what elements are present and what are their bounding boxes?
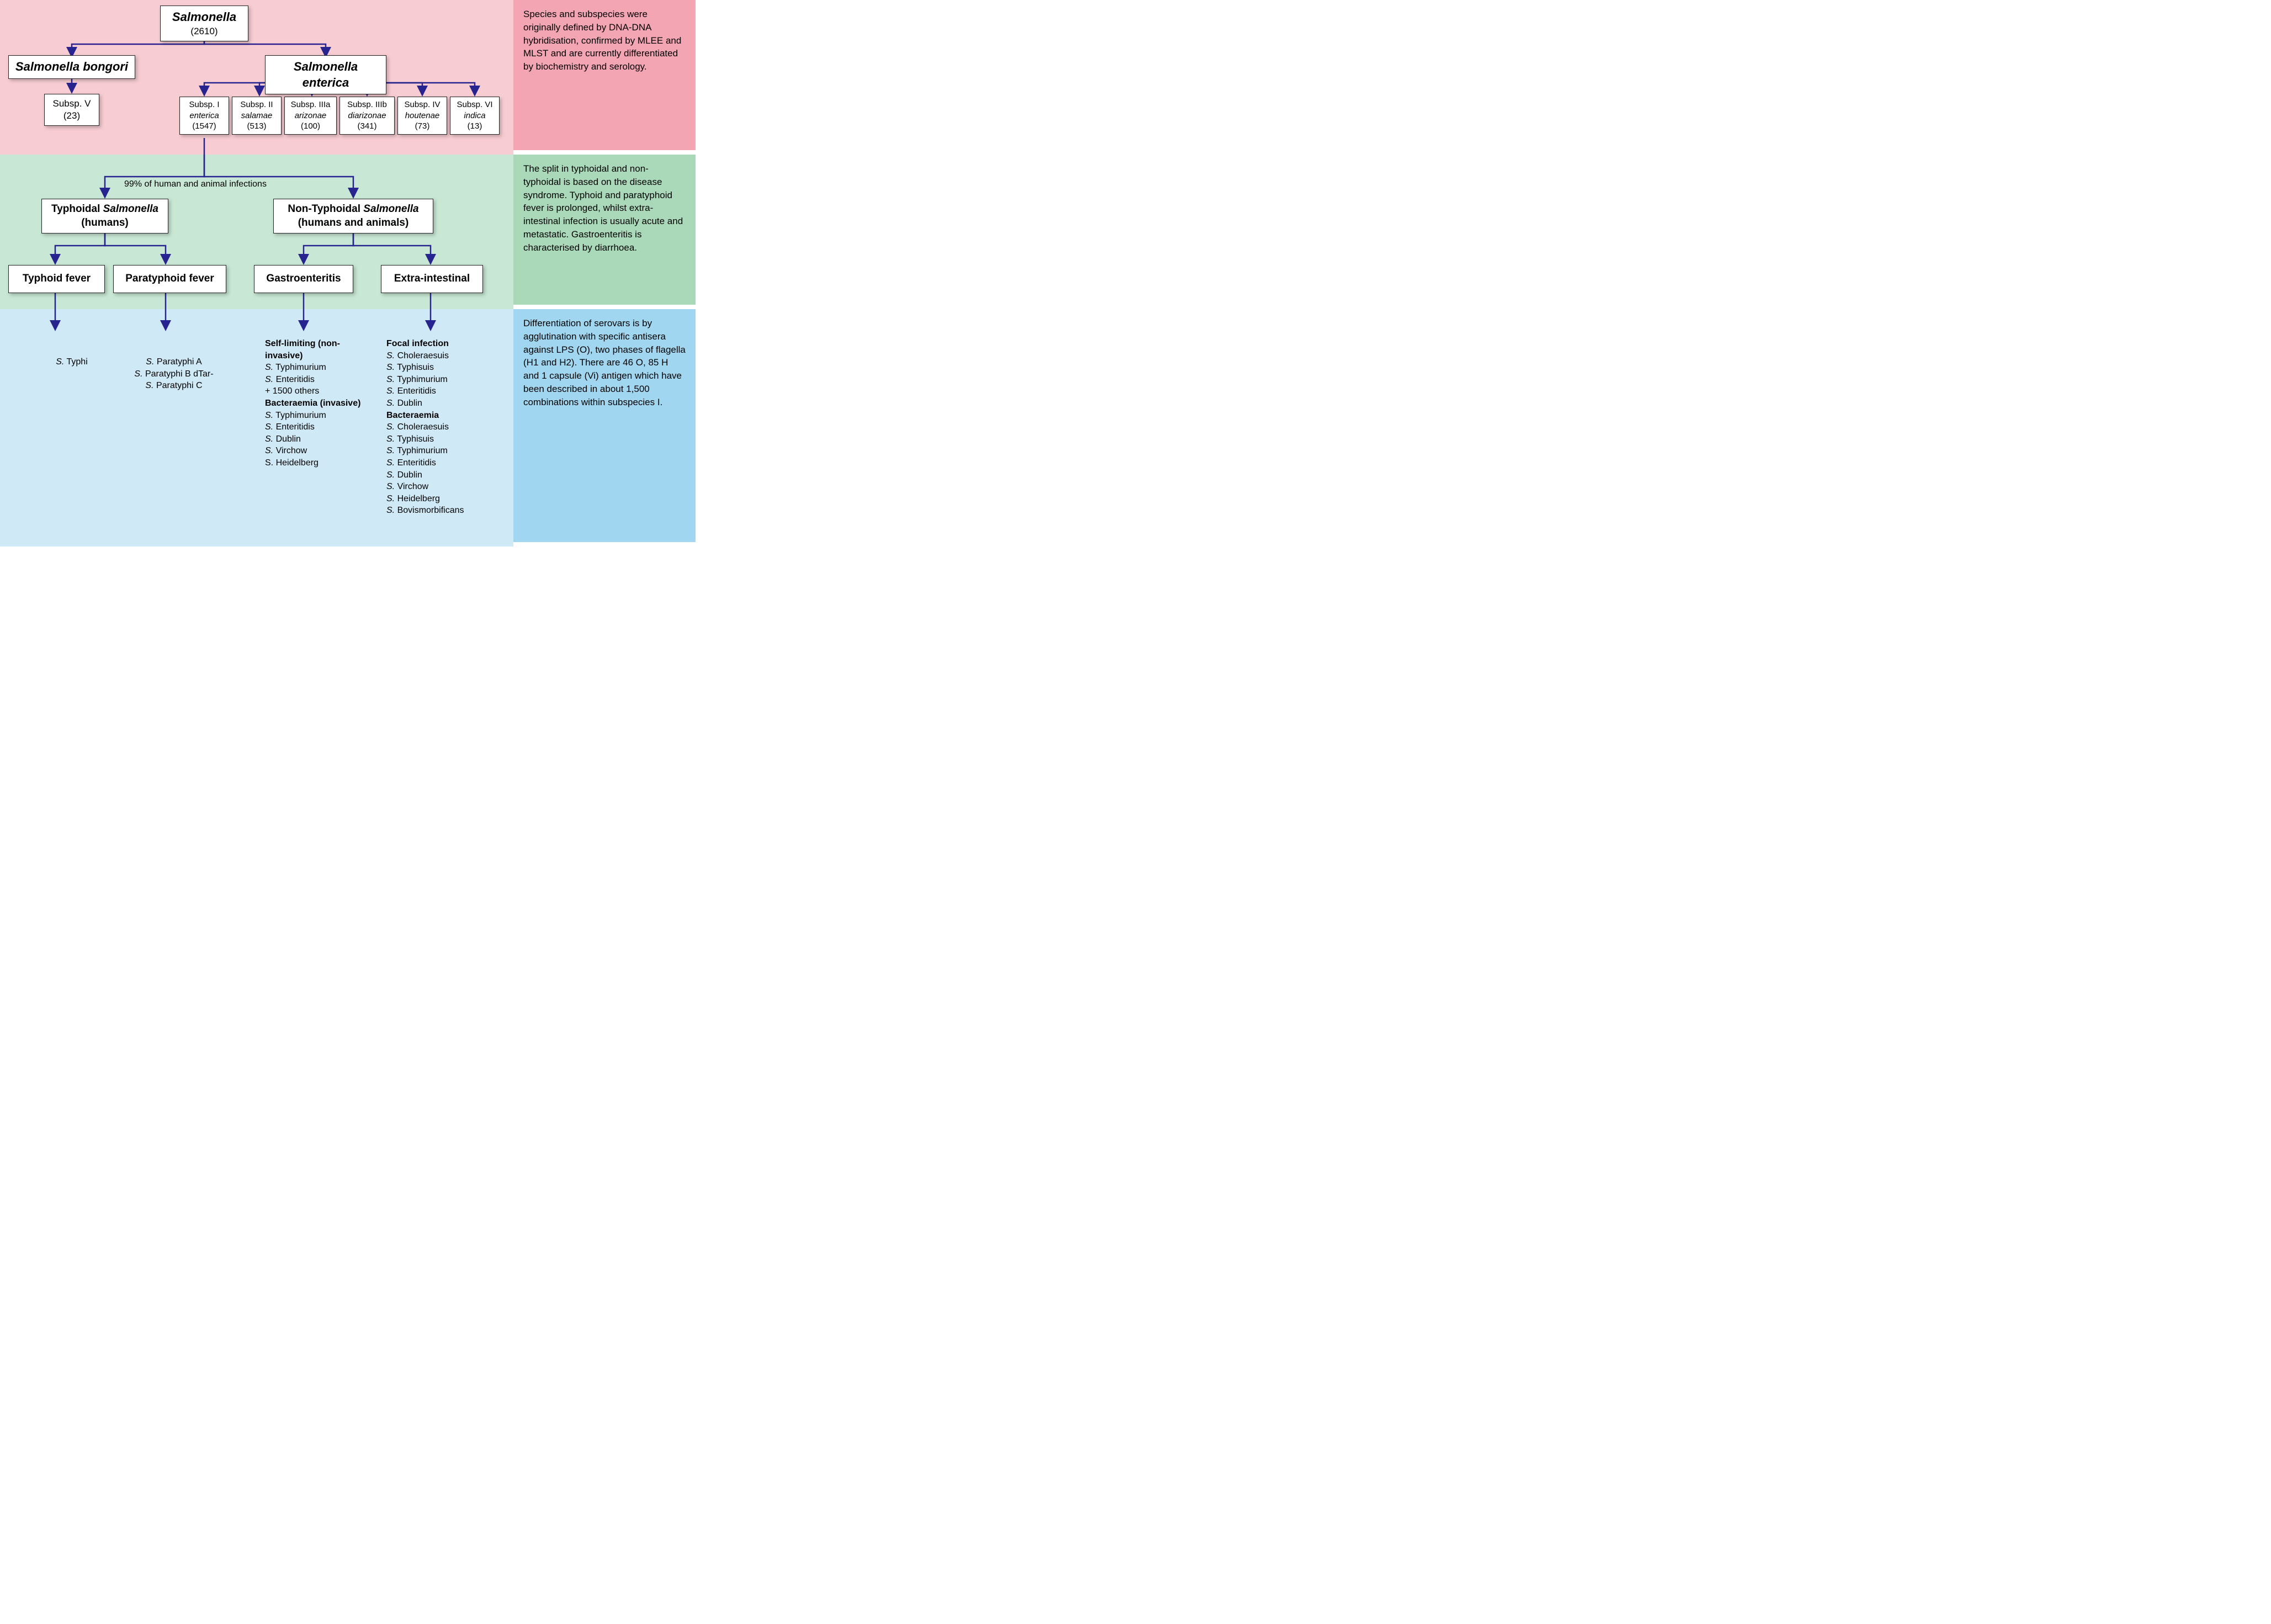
serovar-item: S. Typhi <box>36 356 108 368</box>
serovar-item: S. Paratyphi B dTar- <box>121 368 226 380</box>
sidebar: Species and subspecies were originally d… <box>513 0 696 546</box>
serovar-item: S. Dublin <box>386 397 497 410</box>
serovar-col-gastro: Self-limiting (non-invasive)S. Typhimuri… <box>265 338 364 469</box>
side-text-disease: The split in typhoidal and non-typhoidal… <box>513 155 696 305</box>
serovar-item: S. Heidelberg <box>386 493 497 505</box>
node-subsp-i: Subsp. I enterica (1547) <box>179 97 229 135</box>
node-nontyphoidal: Non-Typhoidal Salmonella (humans and ani… <box>273 199 433 233</box>
serovar-item: S. Enteritidis <box>386 457 497 469</box>
node-subsp-iiia: Subsp. IIIa arizonae (100) <box>284 97 337 135</box>
serovar-item: S. Choleraesuis <box>386 421 497 433</box>
side-text-taxonomy: Species and subspecies were originally d… <box>513 0 696 150</box>
serovar-group-header: Focal infection <box>386 338 497 350</box>
serovar-col-paratyphi: S. Paratyphi AS. Paratyphi B dTar-S. Par… <box>121 356 226 392</box>
annotation-99pct: 99% of human and animal infections <box>124 179 267 189</box>
serovar-item: S. Typhimurium <box>386 374 497 386</box>
node-typhoid-fever: Typhoid fever <box>8 265 105 293</box>
serovar-item: S. Virchow <box>265 445 364 457</box>
node-bongori: Salmonella bongori <box>8 55 135 79</box>
serovar-item: S. Paratyphi A <box>121 356 226 368</box>
node-enterica: Salmonella enterica <box>265 55 386 94</box>
node-subsp-vi: Subsp. VI indica (13) <box>450 97 500 135</box>
serovar-item: S. Typhimurium <box>386 445 497 457</box>
node-subsp-v: Subsp. V (23) <box>44 94 99 126</box>
serovar-col-typhi: S. Typhi <box>36 356 108 368</box>
band-disease: 99% of human and animal infections Typho… <box>0 155 513 309</box>
node-subsp-ii: Subsp. II salamae (513) <box>232 97 282 135</box>
serovar-item: S. Dublin <box>265 433 364 445</box>
flowchart-area: Salmonella (2610) Salmonella bongori Sal… <box>0 0 513 546</box>
serovar-item: + 1500 others <box>265 385 364 397</box>
node-line2: (23) <box>50 110 93 122</box>
node-line1: Non-Typhoidal Salmonella <box>279 203 427 216</box>
serovar-item: S. Choleraesuis <box>386 350 497 362</box>
node-title: Salmonella <box>166 9 242 25</box>
serovar-group-header: Self-limiting (non-invasive) <box>265 338 364 362</box>
serovar-item: S. Typhisuis <box>386 433 497 445</box>
serovar-group-header: Bacteraemia (invasive) <box>265 397 364 410</box>
serovar-item: S. Enteritidis <box>386 385 497 397</box>
serovar-group-header: Bacteraemia <box>386 410 497 422</box>
node-salmonella: Salmonella (2610) <box>160 6 248 41</box>
node-subsp-iiib: Subsp. IIIb diarizonae (341) <box>339 97 395 135</box>
serovar-item: S. Dublin <box>386 469 497 481</box>
serovar-item: S. Typhimurium <box>265 410 364 422</box>
node-subsp-iv: Subsp. IV houtenae (73) <box>397 97 447 135</box>
serovar-item: S. Heidelberg <box>265 457 364 469</box>
serovar-item: S. Enteritidis <box>265 374 364 386</box>
node-extra-intestinal: Extra-intestinal <box>381 265 483 293</box>
node-line2: (humans) <box>47 216 162 230</box>
node-line1: Subsp. V <box>50 98 93 110</box>
node-typhoidal: Typhoidal Salmonella (humans) <box>41 199 168 233</box>
serovar-col-extra: Focal infectionS. CholeraesuisS. Typhisu… <box>386 338 497 517</box>
side-text-serovars: Differentiation of serovars is by agglut… <box>513 309 696 542</box>
node-count: (2610) <box>166 25 242 38</box>
serovar-item: S. Enteritidis <box>265 421 364 433</box>
band-serovars: S. Typhi S. Paratyphi AS. Paratyphi B dT… <box>0 309 513 546</box>
node-title: Salmonella enterica <box>271 59 380 91</box>
serovar-item: S. Typhimurium <box>265 362 364 374</box>
node-gastroenteritis: Gastroenteritis <box>254 265 353 293</box>
node-line2: (humans and animals) <box>279 216 427 230</box>
band-taxonomy: Salmonella (2610) Salmonella bongori Sal… <box>0 0 513 155</box>
serovar-item: S. Virchow <box>386 481 497 493</box>
serovar-item: S. Bovismorbificans <box>386 505 497 517</box>
node-paratyphoid-fever: Paratyphoid fever <box>113 265 226 293</box>
node-title: Salmonella bongori <box>14 59 129 75</box>
serovar-item: S. Paratyphi C <box>121 380 226 392</box>
node-line1: Typhoidal Salmonella <box>47 203 162 216</box>
diagram-root: Salmonella (2610) Salmonella bongori Sal… <box>0 0 696 546</box>
serovar-item: S. Typhisuis <box>386 362 497 374</box>
